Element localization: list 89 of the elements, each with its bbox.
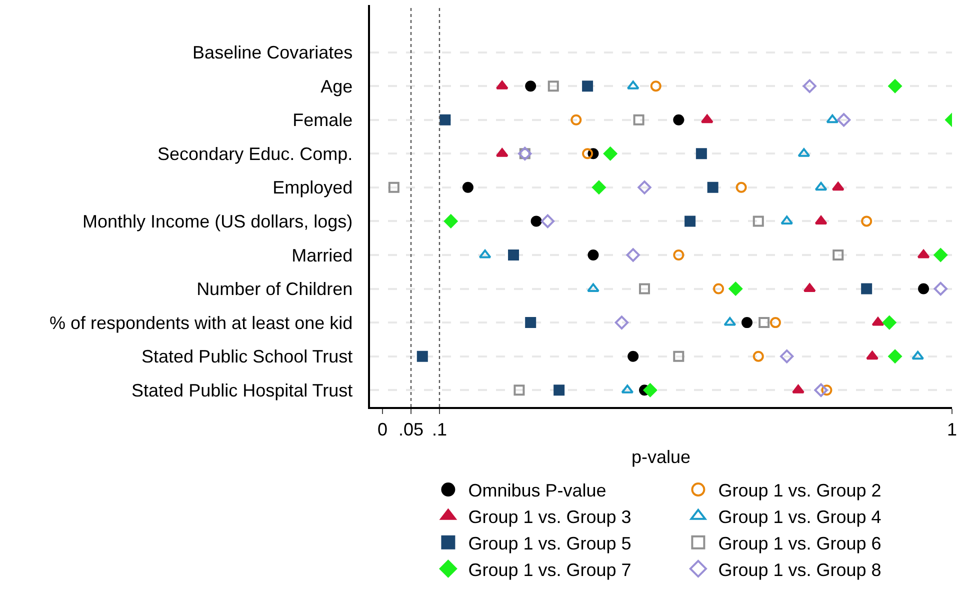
point [554,384,565,396]
y-tick-label: Secondary Educ. Comp. [158,144,353,164]
point [462,182,474,193]
y-tick-label: Number of Children [196,279,353,300]
point [444,214,458,228]
point [728,282,742,296]
point [861,283,872,294]
x-tick-label: 0 [378,419,388,440]
legend-label: Omnibus P-value [468,480,606,501]
point [832,182,844,191]
point [792,384,804,394]
x-axis-title: p-value [631,446,691,467]
x-tick-label: .05 [398,419,424,440]
point [713,283,724,294]
point [603,146,618,160]
point [530,216,542,227]
point [592,180,606,194]
point [673,114,684,126]
point [814,383,828,397]
point [888,349,902,364]
point [582,148,594,160]
point [780,349,794,364]
y-tick-label: % of respondents with at least one kid [49,312,353,333]
point [587,283,600,292]
point [934,248,948,262]
legend-label: Group 1 vs. Group 4 [718,506,882,527]
point [918,283,930,294]
point [741,317,752,328]
x-tick-label: .1 [432,419,447,440]
point [758,317,770,328]
point [525,317,536,328]
y-tick-label: Stated Public Hospital Trust [132,380,353,400]
point [917,249,930,258]
point [416,350,428,362]
point [478,249,492,258]
point [514,384,525,396]
y-tick-label: Stated Public School Trust [142,346,353,367]
point [866,350,878,360]
x-tick-label: 1 [946,419,958,440]
legend-label: Group 1 vs. Group 5 [468,533,632,554]
point [614,316,629,330]
y-tick-label: Married [292,245,353,266]
point [696,148,707,160]
point [638,180,652,194]
point [752,350,764,362]
point [440,114,451,126]
point [802,79,816,93]
point [638,283,650,294]
point [736,182,747,193]
y-tick-label: Baseline Covariates [192,42,353,63]
y-tick-label: Monthly Income (US dollars, logs) [82,212,353,232]
legend-label: Group 1 vs. Group 7 [468,560,632,580]
point [626,248,640,262]
y-tick-label: Female [292,110,353,130]
y-tick-label: Employed [272,178,353,198]
point [650,80,662,92]
point [582,80,594,92]
point [770,317,781,328]
legend-label: Group 1 vs. Group 8 [718,560,882,580]
point [643,383,658,397]
point [832,249,844,260]
point [525,80,536,92]
point [882,316,896,330]
point [888,79,902,93]
point [633,114,644,126]
point [628,350,639,362]
point [814,182,828,191]
point [588,249,599,260]
point [548,80,559,92]
point [508,249,520,260]
point [673,249,684,260]
point [673,350,684,362]
point [826,114,839,124]
point [861,216,872,227]
legend-label: Group 1 vs. Group 3 [468,506,632,527]
point [700,114,714,124]
point [707,182,718,193]
point [684,216,696,227]
y-tick-label: Age [320,76,353,96]
point [934,282,948,296]
legend-label: Group 1 vs. Group 2 [718,480,882,501]
point [540,214,555,228]
point [803,283,816,292]
point [570,114,582,126]
point [752,216,764,227]
point [836,113,851,127]
point [912,350,924,360]
point [388,182,400,193]
legend-label: Group 1 vs. Group 6 [718,533,882,554]
